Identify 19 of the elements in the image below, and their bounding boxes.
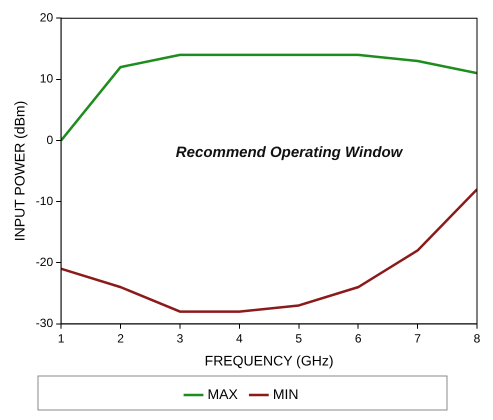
legend-label: MIN: [272, 386, 299, 402]
y-tick-label: 0: [46, 132, 54, 147]
y-tick-label: -10: [36, 194, 54, 208]
y-tick-label: 20: [40, 10, 54, 25]
x-tick-label: 2: [117, 331, 124, 346]
y-axis-title: INPUT POWER (dBm): [11, 100, 28, 242]
x-tick-label: 8: [474, 331, 481, 346]
x-tick-label: 6: [354, 331, 362, 346]
x-axis-title: FREQUENCY (GHz): [204, 352, 334, 368]
y-tick-label: -20: [36, 254, 54, 269]
x-tick-label: 1: [58, 331, 65, 346]
legend-label: MAX: [208, 386, 238, 402]
x-tick-label: 7: [414, 331, 422, 346]
x-tick-label: 5: [295, 331, 302, 346]
annotation: Recommend Operating Window: [176, 144, 404, 161]
y-tick-label: -30: [36, 316, 54, 330]
y-tick-label: 10: [40, 72, 54, 86]
x-tick-label: 4: [236, 331, 244, 346]
x-tick-label: 3: [176, 331, 184, 346]
